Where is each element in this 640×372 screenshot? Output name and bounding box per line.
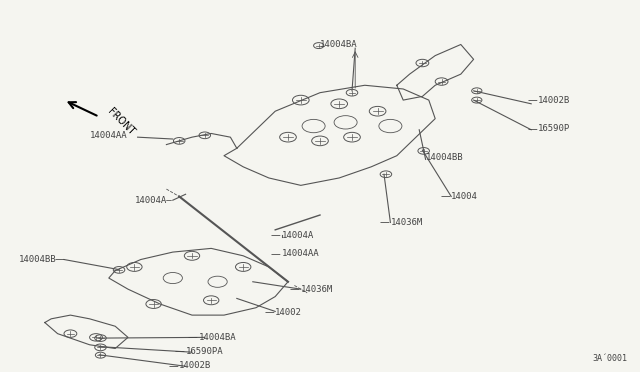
Text: —: — (188, 332, 197, 342)
Text: 14002B: 14002B (179, 362, 211, 371)
Text: 3A´0001: 3A´0001 (592, 354, 627, 363)
Text: 14004BB: 14004BB (426, 153, 463, 162)
Text: 14004AA: 14004AA (282, 250, 319, 259)
Text: FRONT: FRONT (106, 106, 136, 137)
Text: 16590P: 16590P (538, 124, 570, 133)
Text: —: — (527, 95, 537, 105)
Text: 14004AA: 14004AA (90, 131, 127, 140)
Text: 14004BA: 14004BA (198, 333, 236, 342)
Text: 14004A: 14004A (282, 231, 314, 240)
Text: —: — (264, 307, 274, 317)
Text: —: — (440, 192, 450, 202)
Text: —: — (271, 249, 280, 259)
Text: 14004A—: 14004A— (134, 196, 172, 205)
Text: 14002: 14002 (275, 308, 302, 317)
Text: 14004BB: 14004BB (19, 255, 57, 264)
Text: —: — (271, 230, 280, 240)
Text: —: — (168, 361, 178, 371)
Text: —: — (380, 218, 389, 227)
Text: 14004BA: 14004BA (320, 40, 358, 49)
Text: 14002B: 14002B (538, 96, 570, 105)
Text: —: — (527, 124, 537, 134)
Text: —: — (290, 284, 300, 294)
Text: 16590PA: 16590PA (186, 347, 223, 356)
Text: 14036M: 14036M (390, 218, 422, 227)
Text: —: — (54, 254, 64, 264)
Text: 14036M: 14036M (301, 285, 333, 294)
Text: 14004: 14004 (451, 192, 478, 201)
Text: —: — (175, 346, 184, 356)
